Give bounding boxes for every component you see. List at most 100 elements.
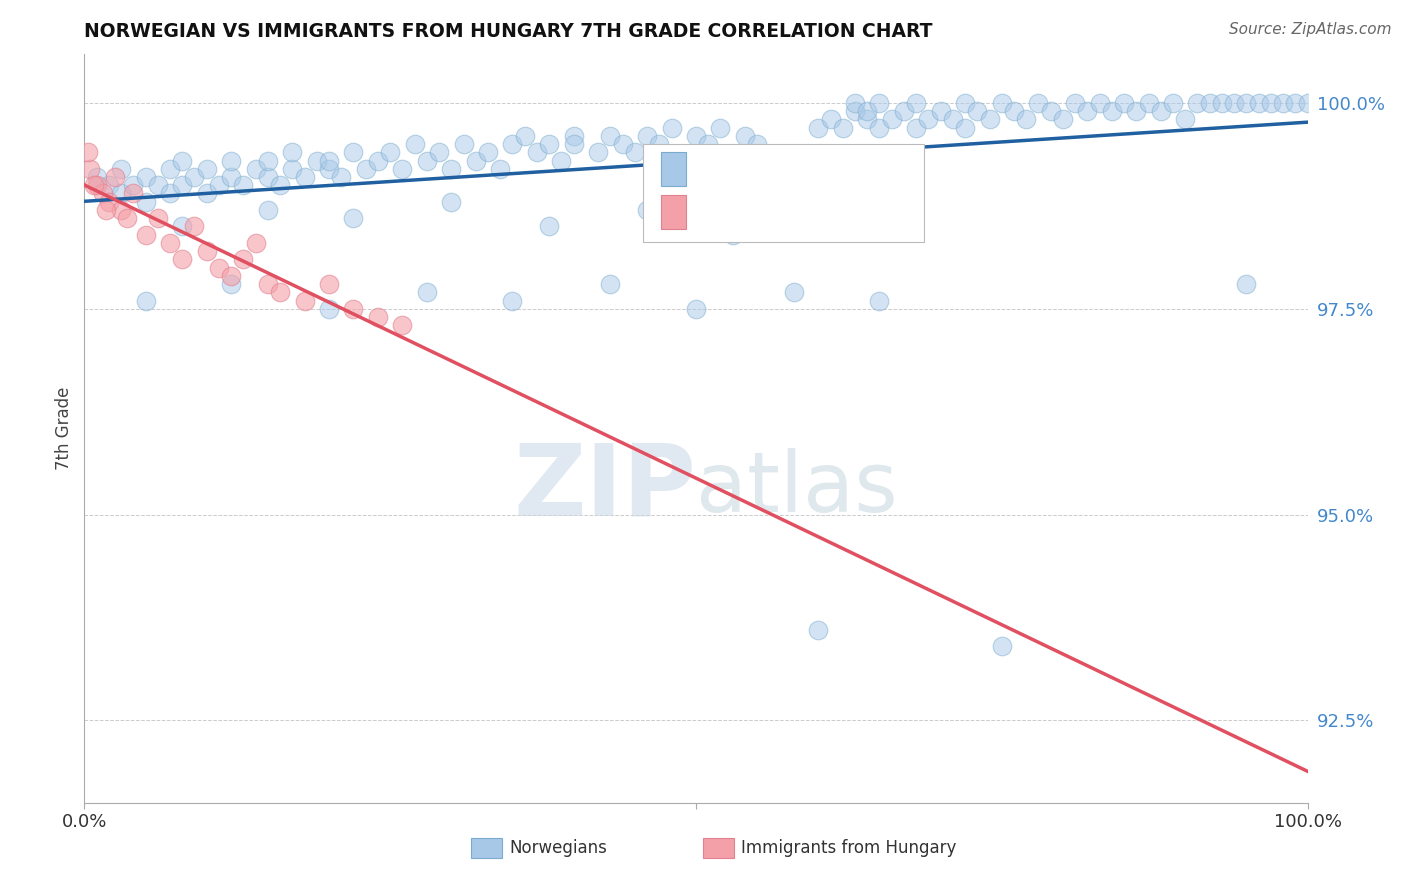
Point <box>110 202 132 217</box>
Point <box>404 137 426 152</box>
Point <box>636 128 658 143</box>
Point <box>991 95 1014 110</box>
Point <box>856 112 879 127</box>
Point <box>318 301 340 316</box>
Point <box>599 128 621 143</box>
Point <box>721 227 744 242</box>
Point <box>318 161 340 176</box>
Point <box>135 227 157 242</box>
Point <box>869 293 891 308</box>
Point <box>110 161 132 176</box>
Point <box>122 186 145 201</box>
Point <box>135 293 157 308</box>
Point <box>208 178 231 193</box>
Point <box>257 169 280 184</box>
Point <box>1223 95 1246 110</box>
Point <box>661 120 683 135</box>
Point <box>979 112 1001 127</box>
Point <box>416 153 439 168</box>
Point <box>526 145 548 160</box>
Text: ZIP: ZIP <box>513 440 696 537</box>
Point <box>636 202 658 217</box>
Point <box>97 178 120 193</box>
Point <box>318 153 340 168</box>
Point <box>159 235 181 250</box>
Point <box>869 120 891 135</box>
Y-axis label: 7th Grade: 7th Grade <box>55 386 73 470</box>
Point <box>77 145 100 160</box>
Point <box>991 640 1014 654</box>
Point <box>599 277 621 291</box>
Text: N = 28: N = 28 <box>783 204 851 222</box>
Point <box>1247 95 1270 110</box>
Point <box>1236 95 1258 110</box>
Point <box>562 137 585 152</box>
Point <box>219 169 242 184</box>
Point <box>807 120 830 135</box>
Point <box>893 104 915 119</box>
Point <box>391 161 413 176</box>
Point <box>115 211 138 226</box>
Point <box>734 128 756 143</box>
Point <box>195 244 218 259</box>
Point <box>562 128 585 143</box>
Point <box>1198 95 1220 110</box>
Point <box>844 95 866 110</box>
Point <box>380 145 402 160</box>
Point <box>1161 95 1184 110</box>
Point <box>257 202 280 217</box>
Point <box>1101 104 1123 119</box>
Point <box>172 252 194 267</box>
Point <box>1150 104 1173 119</box>
Point <box>697 137 720 152</box>
Point <box>966 104 988 119</box>
Point <box>1174 112 1197 127</box>
Point <box>685 128 707 143</box>
Point <box>869 95 891 110</box>
Point <box>86 169 108 184</box>
Point <box>1028 95 1050 110</box>
Point <box>586 145 609 160</box>
Point <box>232 178 254 193</box>
Point <box>820 112 842 127</box>
Point <box>232 252 254 267</box>
Point <box>648 137 671 152</box>
Point <box>953 120 976 135</box>
Point <box>305 153 328 168</box>
Point <box>245 235 267 250</box>
Text: R = 0.440: R = 0.440 <box>692 161 790 179</box>
Point <box>807 623 830 637</box>
Point <box>257 277 280 291</box>
Text: atlas: atlas <box>696 448 897 529</box>
Point <box>104 169 127 184</box>
Point <box>391 318 413 333</box>
Point <box>1076 104 1098 119</box>
Point <box>135 194 157 209</box>
Point <box>1052 112 1074 127</box>
Point <box>856 104 879 119</box>
Point <box>91 186 114 201</box>
Point <box>1125 104 1147 119</box>
Point <box>880 112 903 127</box>
Point <box>96 202 118 217</box>
Point <box>783 285 806 300</box>
Point <box>281 161 304 176</box>
Point <box>685 301 707 316</box>
Point <box>1211 95 1233 110</box>
Point <box>195 161 218 176</box>
Point <box>917 112 939 127</box>
Point <box>135 169 157 184</box>
Point <box>1114 95 1136 110</box>
Point <box>159 186 181 201</box>
Point <box>330 169 353 184</box>
Point <box>1236 277 1258 291</box>
Point <box>219 277 242 291</box>
Point <box>1002 104 1025 119</box>
Point <box>183 169 205 184</box>
Point <box>183 219 205 234</box>
Point <box>342 145 364 160</box>
Point <box>844 104 866 119</box>
Text: R = 0.287: R = 0.287 <box>692 204 790 222</box>
Point <box>440 194 463 209</box>
Point <box>502 137 524 152</box>
